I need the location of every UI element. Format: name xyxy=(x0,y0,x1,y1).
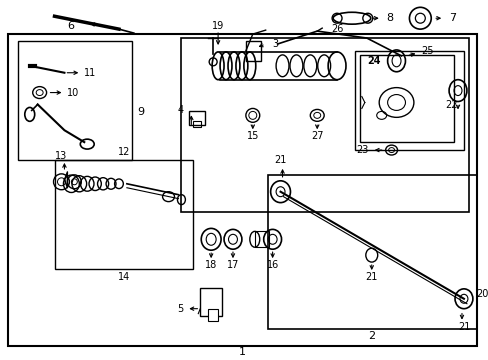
Bar xyxy=(245,41,260,61)
Text: 19: 19 xyxy=(211,21,224,31)
Bar xyxy=(193,121,201,127)
Bar xyxy=(354,51,463,150)
Text: 4: 4 xyxy=(177,105,183,116)
Bar xyxy=(359,55,453,142)
Text: 1: 1 xyxy=(238,347,245,357)
Text: 15: 15 xyxy=(246,131,259,141)
Bar xyxy=(200,288,222,316)
Bar xyxy=(8,34,476,346)
Text: 24: 24 xyxy=(366,56,380,66)
Text: 7: 7 xyxy=(448,13,455,23)
Text: 14: 14 xyxy=(118,272,130,282)
Text: 5: 5 xyxy=(177,304,183,314)
Text: 11: 11 xyxy=(84,68,96,78)
Text: 6: 6 xyxy=(67,21,74,31)
Bar xyxy=(254,231,268,247)
Text: 12: 12 xyxy=(118,147,130,157)
Text: 13: 13 xyxy=(55,151,67,161)
Text: 25: 25 xyxy=(421,46,433,56)
Text: 22: 22 xyxy=(444,100,456,111)
Bar xyxy=(208,309,218,321)
Text: 17: 17 xyxy=(226,260,239,270)
Text: 3: 3 xyxy=(272,39,278,49)
Text: 8: 8 xyxy=(386,13,393,23)
Text: 18: 18 xyxy=(204,260,217,270)
Bar xyxy=(181,38,468,212)
Text: 10: 10 xyxy=(67,87,80,98)
Text: 20: 20 xyxy=(475,289,487,299)
Bar xyxy=(55,160,193,269)
Text: 9: 9 xyxy=(137,107,143,117)
Text: 2: 2 xyxy=(367,332,375,341)
Text: 21: 21 xyxy=(457,321,469,332)
Text: 21: 21 xyxy=(365,272,377,282)
Bar xyxy=(267,175,476,329)
Bar xyxy=(189,111,205,125)
Text: 21: 21 xyxy=(274,155,286,165)
Text: 26: 26 xyxy=(330,24,343,34)
Text: 27: 27 xyxy=(310,131,323,141)
Bar xyxy=(18,41,132,160)
Text: 16: 16 xyxy=(266,260,278,270)
Text: 23: 23 xyxy=(356,145,368,155)
